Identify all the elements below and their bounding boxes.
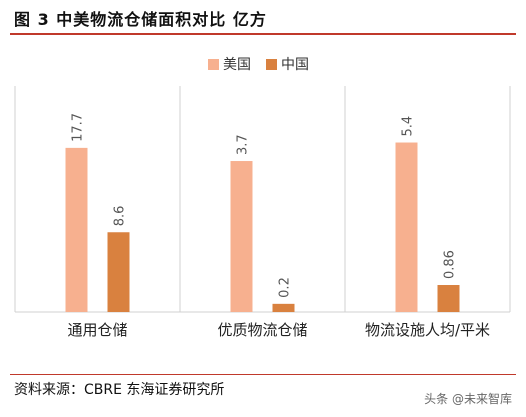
category-label-2: 物流设施人均/平米 [365, 321, 490, 339]
title-divider [10, 33, 516, 35]
legend-swatch-china [266, 59, 277, 70]
legend-swatch-us [208, 59, 219, 70]
bar-china-0 [107, 232, 130, 312]
chart-area: 美国 中国 17.7 8.6 通用仓储 3.7 0.2 优质物流仓储 5.4 0.86 物流设施人均… [14, 57, 511, 339]
chart-title: 图 3 中美物流仓储面积对比 亿方 [14, 10, 267, 29]
watermark: 头条 @未来智库 [424, 392, 512, 406]
data-label-china-0: 8.6 [113, 206, 128, 227]
bar-us-1 [230, 161, 253, 312]
data-label-us-1: 3.7 [236, 134, 251, 155]
source-divider [10, 374, 516, 375]
data-label-us-2: 5.4 [401, 116, 416, 137]
source-note: 资料来源：CBRE 东海证券研究所 [14, 382, 225, 398]
bar-china-1 [272, 303, 295, 312]
bar-us-0 [65, 147, 88, 312]
category-label-0: 通用仓储 [67, 321, 127, 339]
legend-label-china: 中国 [281, 57, 309, 73]
bar-us-2 [395, 142, 418, 312]
category-label-1: 优质物流仓储 [217, 321, 307, 339]
bar-china-2 [437, 285, 460, 312]
legend-label-us: 美国 [223, 57, 251, 73]
data-label-china-1: 0.2 [278, 277, 293, 298]
data-label-us-0: 17.7 [71, 113, 86, 142]
data-label-china-2: 0.86 [443, 250, 458, 279]
